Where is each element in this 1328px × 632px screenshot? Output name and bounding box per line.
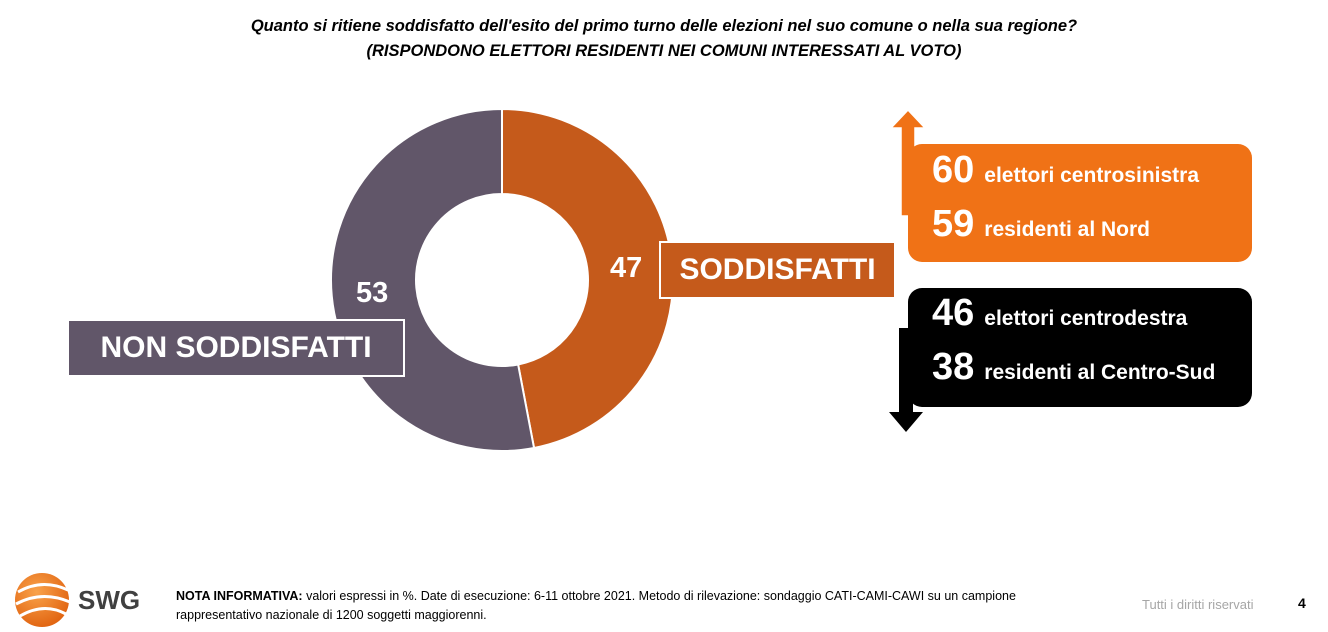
- rights-text: Tutti i diritti riservati: [1142, 597, 1254, 612]
- down-arrow-icon: [889, 328, 923, 432]
- breakdown-value: 46: [932, 292, 975, 334]
- breakdown-row: 59 residenti al Nord: [932, 203, 1252, 257]
- title-line-1: Quanto si ritiene soddisfatto dell'esito…: [250, 17, 1078, 35]
- donut-slice-soddisfatti: [501, 107, 674, 450]
- swg-logo-icon: [15, 573, 71, 627]
- breakdown-text: residenti al Nord: [984, 218, 1150, 241]
- soddisfatti-label-box: SODDISFATTI: [659, 241, 896, 299]
- non-soddisfatti-label-box: NON SODDISFATTI: [67, 319, 405, 377]
- positive-breakdown-box: 60 elettori centrosinistra 59 residenti …: [908, 144, 1252, 262]
- breakdown-row: 60 elettori centrosinistra: [932, 149, 1252, 203]
- note-text: valori espressi in %. Date di esecuzione…: [176, 589, 1016, 622]
- title-line-2: (RISPONDONO ELETTORI RESIDENTI NEI COMUN…: [366, 42, 962, 60]
- breakdown-row: 38 residenti al Centro-Sud: [932, 346, 1252, 400]
- chart-title: Quanto si ritiene soddisfatto dell'esito…: [0, 14, 1328, 64]
- note-label: NOTA INFORMATIVA:: [176, 589, 303, 603]
- breakdown-value: 59: [932, 203, 975, 245]
- breakdown-text: residenti al Centro-Sud: [984, 361, 1216, 384]
- non-soddisfatti-label: NON SODDISFATTI: [100, 331, 372, 364]
- breakdown-value: 60: [932, 149, 975, 191]
- breakdown-row: 46 elettori centrodestra: [932, 292, 1252, 346]
- breakdown-value: 38: [932, 346, 975, 388]
- soddisfatti-label: SODDISFATTI: [679, 253, 876, 286]
- non-soddisfatti-value-label: 53: [356, 277, 389, 309]
- footer-note: NOTA INFORMATIVA: valori espressi in %. …: [176, 587, 1056, 625]
- breakdown-text: elettori centrosinistra: [984, 164, 1200, 187]
- breakdown-text: elettori centrodestra: [984, 307, 1188, 330]
- soddisfatti-value-label: 47: [610, 252, 643, 284]
- page-number: 4: [1298, 595, 1306, 611]
- swg-logo-text: SWG: [78, 585, 141, 615]
- negative-breakdown-box: 46 elettori centrodestra 38 residenti al…: [908, 288, 1252, 407]
